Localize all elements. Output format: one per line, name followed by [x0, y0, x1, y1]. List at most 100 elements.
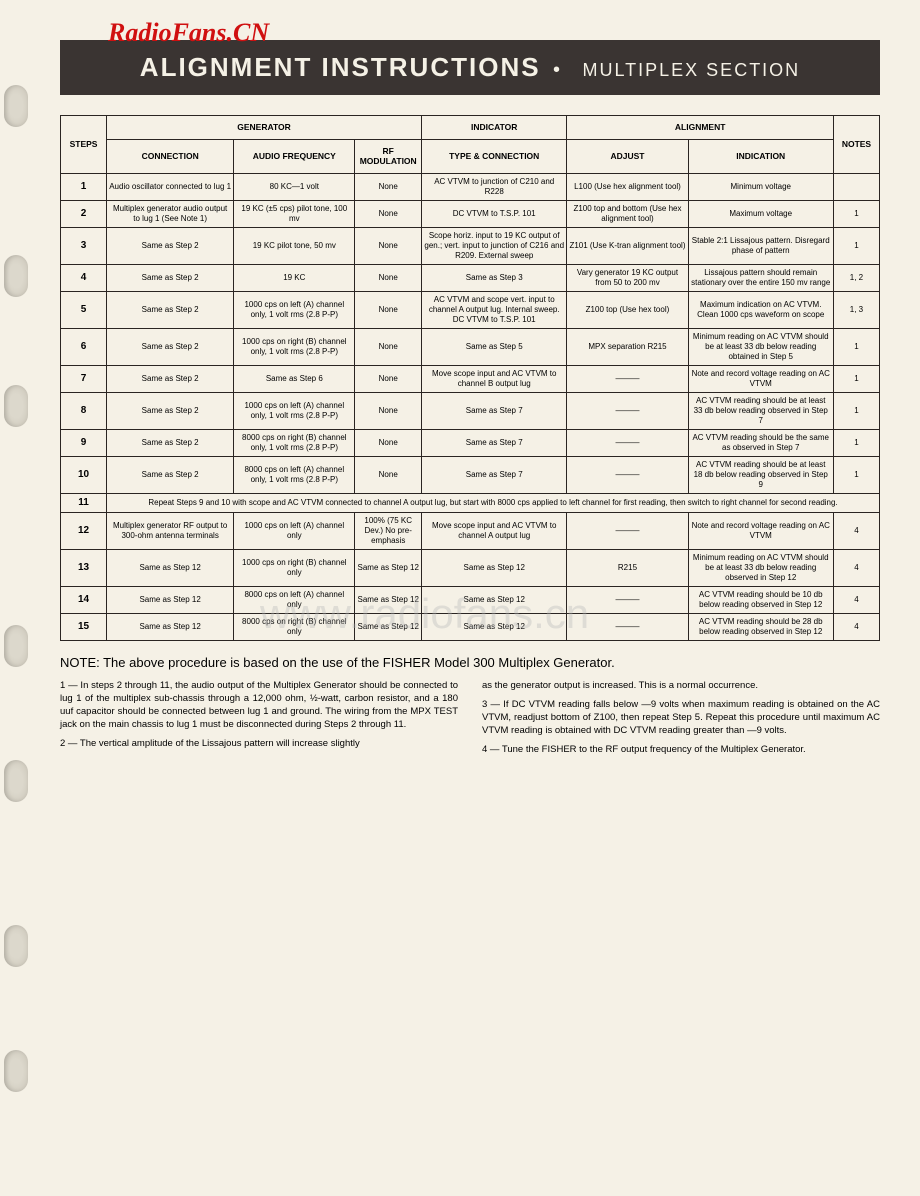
cell-indication: Maximum voltage: [688, 200, 833, 227]
cell-adjust: R215: [567, 550, 688, 587]
cell-rf: Same as Step 12: [355, 587, 422, 614]
header-sub-row: CONNECTION AUDIO FREQUENCY RF MODULATION…: [61, 139, 880, 173]
table-row: 13Same as Step 121000 cps on right (B) c…: [61, 550, 880, 587]
cell-indication: AC VTVM reading should be the same as ob…: [688, 429, 833, 456]
table-row: 12Multiplex generator RF output to 300-o…: [61, 513, 880, 550]
cell-step: 12: [61, 513, 107, 550]
cell-connection: Same as Step 2: [107, 227, 234, 264]
table-row: 4Same as Step 219 KCNoneSame as Step 3Va…: [61, 264, 880, 291]
hdr-notes: NOTES: [833, 116, 879, 174]
cell-notes: 1: [833, 429, 879, 456]
cell-type: Move scope input and AC VTVM to channel …: [422, 365, 567, 392]
cell-notes: [833, 173, 879, 200]
cell-notes: 4: [833, 513, 879, 550]
cell-audio: 1000 cps on left (A) channel only, 1 vol…: [234, 291, 355, 328]
cell-adjust: L100 (Use hex alignment tool): [567, 173, 688, 200]
cell-indication: Lissajous pattern should remain stationa…: [688, 264, 833, 291]
cell-rf: None: [355, 392, 422, 429]
hdr-indication: INDICATION: [688, 139, 833, 173]
note-paragraph: 2 — The vertical amplitude of the Lissaj…: [60, 738, 458, 751]
cell-audio: 8000 cps on right (B) channel only, 1 vo…: [234, 429, 355, 456]
cell-notes: 1: [833, 328, 879, 365]
table-row: 10Same as Step 28000 cps on left (A) cha…: [61, 456, 880, 493]
punch-hole: [4, 1050, 28, 1092]
cell-step: 3: [61, 227, 107, 264]
hdr-adjust: ADJUST: [567, 139, 688, 173]
cell-connection: Same as Step 2: [107, 291, 234, 328]
banner-sub: MULTIPLEX SECTION: [582, 60, 800, 80]
cell-connection: Multiplex generator audio output to lug …: [107, 200, 234, 227]
cell-step: 14: [61, 587, 107, 614]
cell-adjust: ———: [567, 614, 688, 641]
cell-spanned-note: Repeat Steps 9 and 10 with scope and AC …: [107, 493, 880, 513]
cell-audio: 1000 cps on left (A) channel only, 1 vol…: [234, 392, 355, 429]
cell-indication: AC VTVM reading should be 10 db below re…: [688, 587, 833, 614]
cell-step: 4: [61, 264, 107, 291]
watermark-top: RadioFans.CN: [108, 18, 269, 48]
cell-rf: None: [355, 227, 422, 264]
banner-dot: •: [553, 59, 560, 81]
cell-indication: Stable 2:1 Lissajous pattern. Disregard …: [688, 227, 833, 264]
hdr-rf: RF MODULATION: [355, 139, 422, 173]
cell-audio: 8000 cps on right (B) channel only: [234, 614, 355, 641]
table-row: 9Same as Step 28000 cps on right (B) cha…: [61, 429, 880, 456]
cell-step: 2: [61, 200, 107, 227]
note-paragraph: as the generator output is increased. Th…: [482, 680, 880, 693]
cell-audio: 1000 cps on right (B) channel only, 1 vo…: [234, 328, 355, 365]
cell-adjust: Vary generator 19 KC output from 50 to 2…: [567, 264, 688, 291]
cell-rf: Same as Step 12: [355, 550, 422, 587]
cell-connection: Same as Step 2: [107, 328, 234, 365]
cell-step: 9: [61, 429, 107, 456]
cell-notes: 1: [833, 365, 879, 392]
cell-type: Same as Step 12: [422, 587, 567, 614]
cell-audio: 1000 cps on right (B) channel only: [234, 550, 355, 587]
cell-audio: Same as Step 6: [234, 365, 355, 392]
note-paragraph: 4 — Tune the FISHER to the RF output fre…: [482, 744, 880, 757]
cell-audio: 8000 cps on left (A) channel only: [234, 587, 355, 614]
cell-connection: Same as Step 2: [107, 429, 234, 456]
cell-audio: 19 KC pilot tone, 50 mv: [234, 227, 355, 264]
cell-type: Same as Step 7: [422, 456, 567, 493]
notes-left-col: 1 — In steps 2 through 11, the audio out…: [60, 680, 458, 762]
table-row: 11Repeat Steps 9 and 10 with scope and A…: [61, 493, 880, 513]
table-row: 8Same as Step 21000 cps on left (A) chan…: [61, 392, 880, 429]
cell-type: Same as Step 7: [422, 392, 567, 429]
cell-indication: Minimum reading on AC VTVM should be at …: [688, 328, 833, 365]
cell-notes: 1, 3: [833, 291, 879, 328]
cell-connection: Audio oscillator connected to lug 1: [107, 173, 234, 200]
table-row: 3Same as Step 219 KC pilot tone, 50 mvNo…: [61, 227, 880, 264]
cell-type: Same as Step 12: [422, 614, 567, 641]
cell-notes: 1: [833, 456, 879, 493]
cell-connection: Same as Step 12: [107, 550, 234, 587]
cell-adjust: Z100 top and bottom (Use hex alignment t…: [567, 200, 688, 227]
cell-step: 1: [61, 173, 107, 200]
cell-rf: None: [355, 456, 422, 493]
table-row: 7Same as Step 2Same as Step 6NoneMove sc…: [61, 365, 880, 392]
hdr-steps: STEPS: [61, 116, 107, 174]
notes-columns: 1 — In steps 2 through 11, the audio out…: [60, 680, 880, 762]
cell-connection: Same as Step 12: [107, 587, 234, 614]
cell-step: 13: [61, 550, 107, 587]
cell-type: AC VTVM and scope vert. input to channel…: [422, 291, 567, 328]
cell-rf: None: [355, 328, 422, 365]
cell-adjust: ———: [567, 365, 688, 392]
hdr-alignment: ALIGNMENT: [567, 116, 834, 140]
cell-notes: 4: [833, 614, 879, 641]
cell-type: Same as Step 7: [422, 429, 567, 456]
table-row: 1Audio oscillator connected to lug 180 K…: [61, 173, 880, 200]
cell-step: 6: [61, 328, 107, 365]
cell-type: DC VTVM to T.S.P. 101: [422, 200, 567, 227]
cell-adjust: MPX separation R215: [567, 328, 688, 365]
cell-type: AC VTVM to junction of C210 and R228: [422, 173, 567, 200]
cell-audio: 80 KC—1 volt: [234, 173, 355, 200]
hdr-audio: AUDIO FREQUENCY: [234, 139, 355, 173]
cell-adjust: Z101 (Use K-tran alignment tool): [567, 227, 688, 264]
cell-step: 15: [61, 614, 107, 641]
cell-connection: Multiplex generator RF output to 300-ohm…: [107, 513, 234, 550]
cell-notes: 1, 2: [833, 264, 879, 291]
cell-step: 5: [61, 291, 107, 328]
cell-adjust: ———: [567, 429, 688, 456]
cell-indication: Note and record voltage reading on AC VT…: [688, 513, 833, 550]
table-row: 14Same as Step 128000 cps on left (A) ch…: [61, 587, 880, 614]
cell-indication: Minimum voltage: [688, 173, 833, 200]
